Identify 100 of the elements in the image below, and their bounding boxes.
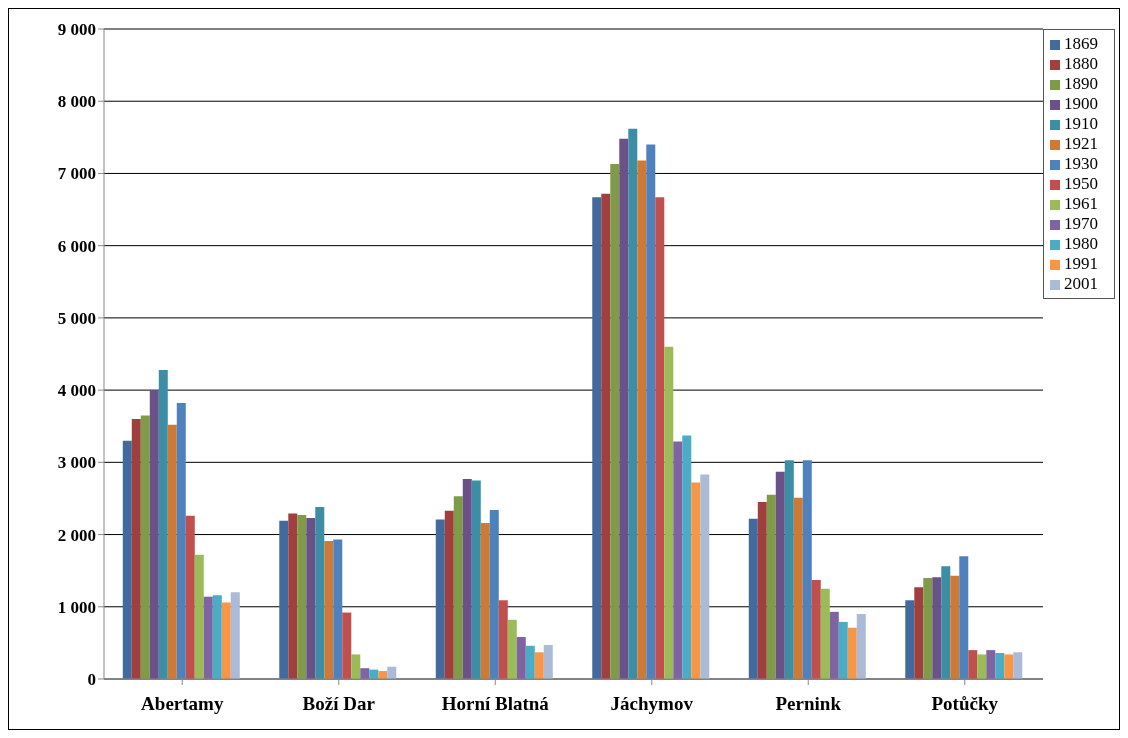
bar — [959, 556, 969, 679]
x-tick-label: Potůčky — [931, 693, 999, 715]
bar — [856, 614, 866, 679]
bar — [637, 160, 647, 679]
y-tick-label: 1 000 — [57, 597, 96, 617]
bar — [968, 650, 978, 679]
bar — [905, 600, 915, 679]
bar — [149, 390, 159, 679]
bar — [315, 507, 325, 679]
bar — [619, 138, 629, 679]
bar — [279, 520, 289, 679]
legend-label: 1961 — [1064, 194, 1098, 213]
bar — [628, 128, 638, 679]
bar — [766, 494, 776, 679]
bar — [122, 440, 132, 679]
bar — [498, 600, 508, 679]
bar — [748, 518, 758, 679]
bar — [306, 517, 316, 679]
bar — [1004, 654, 1014, 679]
bar — [342, 612, 352, 679]
bar — [664, 346, 674, 679]
y-tick-label: 7 000 — [57, 164, 96, 184]
bar — [923, 577, 933, 679]
bar — [700, 474, 710, 679]
bar — [480, 523, 490, 679]
legend-label: 1880 — [1064, 54, 1098, 73]
y-tick-label: 9 000 — [57, 20, 96, 40]
bar — [297, 515, 307, 679]
bar — [176, 403, 186, 679]
bar — [673, 441, 683, 679]
legend-label: 1869 — [1064, 34, 1098, 53]
bar — [288, 513, 298, 679]
bar — [610, 164, 620, 679]
bar — [655, 197, 665, 679]
x-tick-label: Horní Blatná — [441, 693, 550, 715]
legend-label: 1921 — [1064, 134, 1098, 153]
bar — [646, 144, 656, 679]
bar — [525, 645, 535, 679]
legend-label: 1950 — [1064, 174, 1098, 193]
y-tick-label: 3 000 — [57, 453, 96, 473]
y-tick-label: 8 000 — [57, 92, 96, 112]
x-tick-label: Pernink — [775, 693, 842, 715]
bar — [516, 637, 526, 679]
bar — [230, 592, 240, 679]
y-tick-label: 4 000 — [57, 381, 96, 401]
bar — [986, 650, 996, 679]
bar — [793, 497, 803, 679]
y-tick-label: 6 000 — [57, 236, 96, 256]
bar — [784, 460, 794, 679]
bar — [221, 602, 231, 679]
bar — [950, 575, 960, 679]
legend-label: 1980 — [1064, 234, 1098, 253]
bar — [1013, 652, 1023, 679]
bar — [847, 627, 857, 679]
bar — [507, 619, 517, 679]
bar — [140, 415, 150, 679]
legend-label: 1991 — [1064, 254, 1098, 273]
bar — [489, 510, 499, 679]
legend-label: 1970 — [1064, 214, 1098, 233]
bar — [601, 193, 611, 679]
bar — [757, 502, 767, 679]
bar — [838, 621, 848, 679]
bar — [333, 539, 343, 679]
bar — [820, 588, 830, 679]
y-tick-label: 0 — [87, 670, 96, 690]
bar — [131, 419, 141, 679]
legend-label: 1910 — [1064, 114, 1098, 133]
legend-label: 1930 — [1064, 154, 1098, 173]
bar — [914, 587, 924, 679]
bar — [453, 496, 463, 679]
legend-label: 1890 — [1064, 74, 1098, 93]
bar — [829, 611, 839, 679]
bar — [802, 460, 812, 679]
bar — [194, 554, 204, 679]
bar — [167, 424, 177, 679]
bar — [534, 652, 544, 679]
bar — [324, 541, 334, 679]
y-tick-label: 5 000 — [57, 308, 96, 328]
bar — [775, 471, 785, 679]
x-tick-label: Boží Dar — [302, 693, 376, 715]
bar — [212, 595, 222, 679]
bar — [977, 654, 987, 679]
bar — [941, 566, 951, 679]
bar — [360, 668, 370, 679]
bar — [462, 478, 472, 679]
bar — [932, 577, 942, 679]
bar — [691, 482, 701, 679]
x-tick-label: Abertamy — [141, 693, 224, 715]
bar — [592, 197, 602, 679]
legend-label: 1900 — [1064, 94, 1098, 113]
bar — [471, 480, 481, 679]
bar — [435, 519, 445, 679]
bar — [811, 580, 821, 679]
bar — [444, 510, 454, 679]
bar — [203, 596, 213, 679]
legend-label: 2001 — [1064, 274, 1098, 293]
bar — [185, 515, 195, 679]
bar — [351, 654, 361, 679]
bar — [682, 435, 692, 679]
x-tick-label: Jáchymov — [610, 693, 694, 715]
